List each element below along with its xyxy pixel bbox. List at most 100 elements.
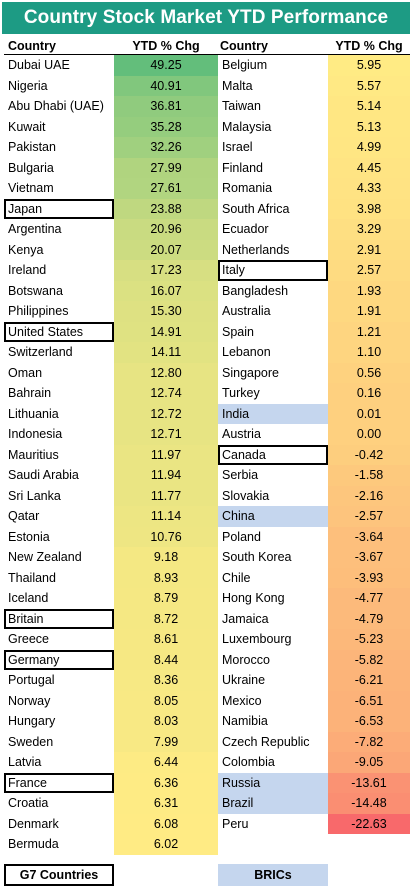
country-cell-left: Dubai UAE: [8, 58, 70, 72]
header-rule-left: [4, 54, 218, 55]
country-cell-left: Thailand: [8, 570, 56, 585]
value-cell-left: 8.36: [114, 670, 218, 691]
value-cell-right: -3.67: [328, 547, 410, 568]
country-cell-left: Switzerland: [8, 345, 73, 359]
country-cell-right: Taiwan: [222, 99, 261, 113]
country-cell-left: Bulgaria: [8, 160, 54, 175]
country-cell-left: Kuwait: [8, 119, 46, 134]
value-cell-right: 3.29: [328, 219, 410, 240]
country-cell-right: Luxembourg: [222, 632, 292, 646]
value-cell-right: 1.10: [328, 342, 410, 363]
value-cell-right: -3.64: [328, 526, 410, 547]
value-cell-right: 4.99: [328, 137, 410, 158]
value-cell-left: 12.74: [114, 383, 218, 404]
value-cell-right: 1.91: [328, 301, 410, 322]
country-cell-left: Japan: [4, 198, 114, 219]
value-cell-right: -4.77: [328, 588, 410, 609]
country-cell-right: Austria: [222, 427, 261, 441]
country-cell-left: Botswana: [8, 283, 63, 298]
country-cell-right: Serbia: [222, 468, 259, 482]
legend-g7: G7 Countries: [4, 864, 114, 886]
value-cell-left: 8.72: [114, 608, 218, 629]
value-cell-left: 8.05: [114, 690, 218, 711]
country-cell-right: Italy: [218, 260, 328, 281]
country-cell-left: Pakistan: [8, 140, 56, 154]
value-cell-left: 9.18: [114, 547, 218, 568]
value-cell-left: 7.99: [114, 731, 218, 752]
country-cell-right: Malaysia: [222, 119, 272, 134]
country-cell-right: Slovakia: [222, 488, 270, 503]
country-cell-left: Portugal: [8, 673, 55, 687]
country-cell-left: Iceland: [8, 591, 49, 605]
country-cell-right: Peru: [222, 816, 249, 831]
value-cell-right: -13.61: [328, 772, 410, 793]
value-cell-right: -9.05: [328, 752, 410, 773]
value-cell-left: 11.14: [114, 506, 218, 527]
value-cell-right: 5.57: [328, 75, 410, 96]
country-cell-left: Qatar: [8, 509, 40, 523]
country-cell-left: Estonia: [8, 529, 50, 544]
value-cell-right: -3.93: [328, 567, 410, 588]
value-cell-left: 15.30: [114, 301, 218, 322]
country-cell-right: Ecuador: [222, 222, 269, 236]
value-cell-left: 6.44: [114, 752, 218, 773]
value-cell-right: -7.82: [328, 731, 410, 752]
value-cell-left: 6.08: [114, 813, 218, 834]
chart-title: Country Stock Market YTD Performance: [2, 2, 410, 34]
value-cell-left: 14.91: [114, 321, 218, 342]
value-cell-left: 12.80: [114, 362, 218, 383]
country-cell-left: Norway: [8, 693, 51, 708]
value-cell-left: 27.99: [114, 157, 218, 178]
country-cell-right: China: [218, 506, 328, 527]
value-cell-left: 12.72: [114, 403, 218, 424]
value-cell-left: 20.07: [114, 239, 218, 260]
country-cell-right: Czech Republic: [222, 734, 310, 749]
value-cell-right: -14.48: [328, 793, 410, 814]
country-cell-left: Denmark: [8, 816, 59, 831]
header-value-right: YTD % Chg: [335, 39, 403, 53]
value-cell-right: 0.16: [328, 383, 410, 404]
country-cell-right: Romania: [222, 181, 273, 195]
legend-brics: BRICs: [218, 864, 328, 886]
value-cell-left: 40.91: [114, 75, 218, 96]
country-cell-left: Hungary: [8, 714, 56, 728]
country-cell-left: Sweden: [8, 734, 54, 749]
country-cell-right: Belgium: [222, 58, 268, 72]
value-cell-left: 8.79: [114, 588, 218, 609]
value-cell-right: 2.57: [328, 260, 410, 281]
country-cell-left: Greece: [8, 632, 49, 646]
value-cell-left: 20.96: [114, 219, 218, 240]
country-cell-right: Chile: [222, 570, 251, 585]
country-cell-right: Morocco: [222, 652, 270, 667]
value-cell-right: -2.16: [328, 485, 410, 506]
value-cell-left: 23.88: [114, 198, 218, 219]
value-cell-left: 6.02: [114, 834, 218, 855]
country-cell-left: Croatia: [8, 796, 49, 810]
country-cell-left: Mauritius: [8, 447, 59, 462]
country-cell-right: Ukraine: [222, 673, 266, 687]
value-cell-right: 4.33: [328, 178, 410, 199]
country-cell-left: Abu Dhabi (UAE): [8, 99, 104, 113]
country-cell-left: United States: [4, 321, 114, 342]
value-cell-right: -6.53: [328, 711, 410, 732]
country-cell-right: Netherlands: [222, 242, 290, 257]
country-cell-left: Britain: [4, 608, 114, 629]
country-cell-left: Kenya: [8, 242, 44, 257]
value-cell-right: 5.14: [328, 96, 410, 117]
value-cell-left: 12.71: [114, 424, 218, 445]
country-cell-right: Mexico: [222, 693, 262, 708]
country-cell-left: New Zealand: [8, 550, 82, 564]
country-cell-left: Bahrain: [8, 386, 52, 400]
country-cell-right: Bangladesh: [222, 283, 289, 298]
value-cell-right: 2.91: [328, 239, 410, 260]
country-cell-right: Namibia: [222, 714, 268, 728]
value-cell-left: 49.25: [114, 55, 218, 76]
country-cell-right: South Africa: [222, 201, 290, 216]
country-cell-left: Oman: [8, 365, 43, 380]
country-cell-right: Spain: [222, 324, 254, 339]
value-cell-left: 11.97: [114, 444, 218, 465]
value-cell-left: 6.31: [114, 793, 218, 814]
value-cell-left: 8.93: [114, 567, 218, 588]
value-cell-left: 8.61: [114, 629, 218, 650]
country-cell-right: Finland: [222, 160, 263, 175]
